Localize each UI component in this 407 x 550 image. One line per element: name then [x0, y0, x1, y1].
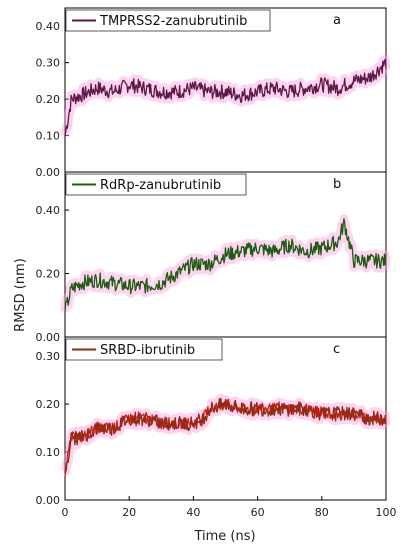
panel-letter: b — [333, 177, 341, 192]
y-tick-label: 0.20 — [36, 93, 61, 106]
legend-label: TMPRSS2-zanubrutinib — [99, 14, 247, 29]
legend-box — [65, 173, 247, 196]
legend-box — [65, 9, 271, 32]
legend-label: SRBD-ibrutinib — [100, 343, 195, 358]
x-axis-title: Time (ns) — [193, 529, 255, 544]
y-tick-label: 0.20 — [36, 398, 61, 411]
y-tick-label: 0.30 — [36, 350, 61, 363]
y-tick-label: 0.10 — [36, 130, 61, 143]
y-tick-label: 0.40 — [36, 204, 61, 217]
legend-box — [65, 338, 223, 361]
panel-a: 0.00 0.10 0.20 0.30 0.40 TMPRSS2-zanubrutinib… — [36, 7, 391, 179]
panel-letter: c — [333, 342, 340, 357]
x-tick-label: 20 — [122, 506, 136, 519]
y-tick-label: 0.40 — [36, 20, 61, 33]
panels-group: 0.00 0.10 0.20 0.30 0.40 TMPRSS2-zanubrutinib… — [36, 7, 391, 507]
x-axis: 0 20 40 60 80 100 — [62, 496, 397, 519]
y-tick-label: 0.00 — [36, 331, 61, 344]
series-band — [60, 54, 391, 137]
y-axis-title: RMSD (nm) — [13, 258, 28, 332]
y-tick-label: 0.10 — [36, 446, 61, 459]
series-line — [64, 58, 387, 136]
x-tick-label: 0 — [62, 506, 69, 519]
series-line — [64, 397, 387, 472]
x-tick-label: 40 — [186, 506, 200, 519]
y-tick-label: 0.30 — [36, 57, 61, 70]
panel-c: 0.00 0.10 0.20 0.30 SRBD-ibrutinib c — [36, 336, 391, 507]
panel-letter: a — [333, 13, 341, 28]
legend-label: RdRp-zanubrutinib — [100, 178, 221, 193]
x-tick-label: 60 — [251, 506, 265, 519]
y-tick-label: 0.20 — [36, 268, 61, 281]
y-tick-label: 0.00 — [36, 166, 61, 179]
series-line — [64, 218, 387, 312]
x-tick-label: 100 — [376, 506, 397, 519]
y-tick-label: 0.00 — [36, 494, 61, 507]
panel-b: 0.00 0.20 0.40 RdRp-zanubrutinib b — [36, 171, 391, 344]
x-tick-label: 80 — [315, 506, 329, 519]
series-band — [60, 214, 391, 312]
